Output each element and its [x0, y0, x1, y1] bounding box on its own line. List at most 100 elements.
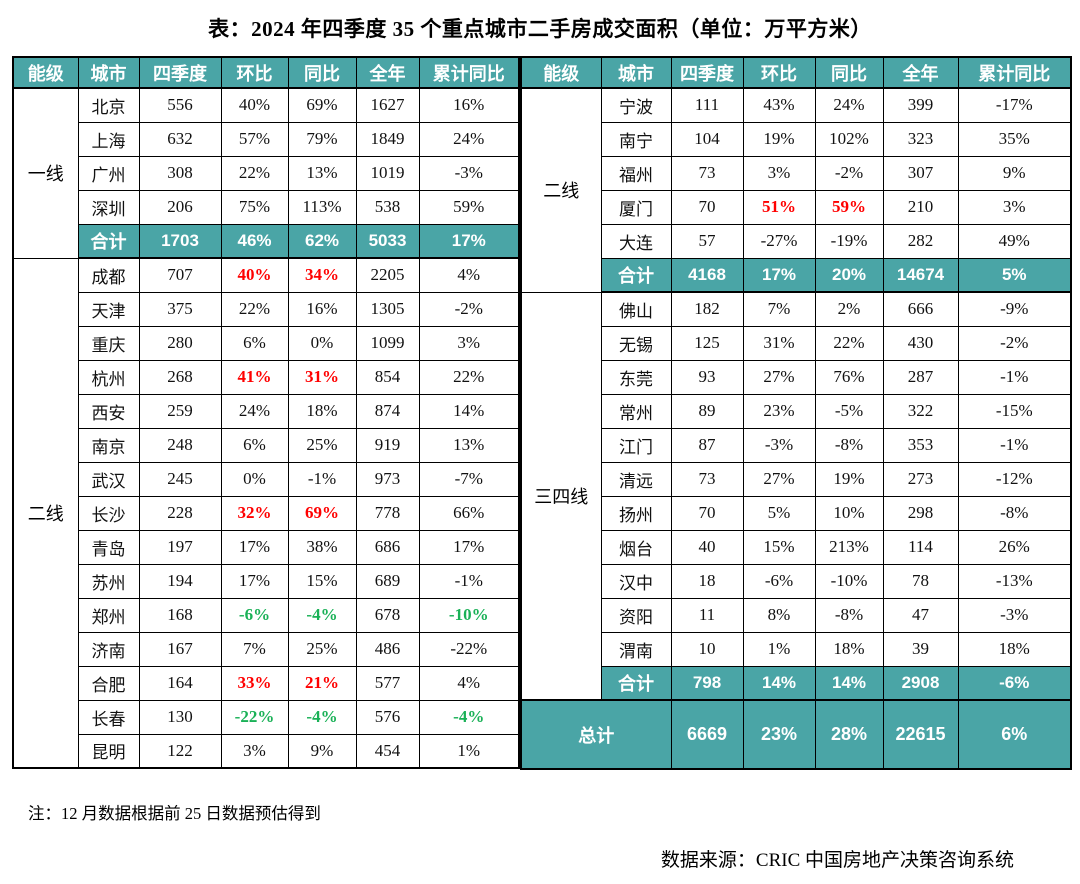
cell-cum: -1% — [957, 427, 1072, 463]
table-row: 重庆 280 6% 0% 1099 3% — [13, 325, 520, 361]
cell-q4: 268 — [138, 359, 222, 395]
city-cell: 大连 — [600, 223, 672, 259]
cell-yoy: 34% — [287, 257, 357, 293]
cell-yoy: 18% — [287, 393, 357, 429]
column-header-0: 能级 — [520, 56, 602, 89]
table-row: 二线 宁波 111 43% 24% 399 -17% — [520, 87, 1072, 293]
cell-yoy: 76% — [814, 359, 884, 395]
column-header-2: 四季度 — [670, 56, 744, 89]
table-row: 江门 87 -3% -8% 353 -1% — [521, 427, 1072, 463]
cell-q4: 164 — [138, 665, 222, 701]
cell-cum: -9% — [957, 291, 1072, 327]
cell-year: 973 — [355, 461, 420, 497]
cell-year: 298 — [882, 495, 959, 531]
city-cell: 武汉 — [77, 461, 140, 497]
city-cell: 扬州 — [600, 495, 672, 531]
cell-cum: 5% — [957, 257, 1072, 293]
cell-cum: -7% — [418, 461, 520, 497]
cell-year: 874 — [355, 393, 420, 429]
cell-qoq: 40% — [220, 257, 289, 293]
column-header-1: 城市 — [600, 56, 672, 89]
city-cell: 杭州 — [77, 359, 140, 395]
table-row: 清远 73 27% 19% 273 -12% — [521, 461, 1072, 497]
header-row: 能级 城市 四季度 环比 同比 全年 累计同比 — [12, 56, 520, 89]
cell-year: 2908 — [882, 665, 959, 701]
cell-q4: 122 — [138, 733, 222, 769]
cell-qoq: 19% — [742, 121, 816, 157]
subtotal-label: 合计 — [600, 257, 672, 293]
cell-yoy: 19% — [814, 461, 884, 497]
column-header-5: 全年 — [882, 56, 959, 89]
cell-cum: 3% — [957, 189, 1072, 225]
city-cell: 渭南 — [600, 631, 672, 667]
cell-qoq: 6% — [220, 325, 289, 361]
cell-year: 287 — [882, 359, 959, 395]
table-row: 上海 632 57% 79% 1849 24% — [13, 121, 520, 157]
cell-yoy: 79% — [287, 121, 357, 157]
cell-yoy: -10% — [814, 563, 884, 599]
cell-qoq: 0% — [220, 461, 289, 497]
left-table-body: 一线 北京 556 40% 69% 1627 16% 上海 632 57% 79% 1849 24% 广州… — [12, 87, 520, 769]
city-cell: 重庆 — [77, 325, 140, 361]
cell-q4: 87 — [670, 427, 744, 463]
cell-qoq: 40% — [220, 87, 289, 123]
table-title: 表：2024 年四季度 35 个重点城市二手房成交面积（单位：万平方米） — [208, 17, 872, 41]
cell-cum: 24% — [418, 121, 520, 157]
subtotal-label: 合计 — [600, 665, 672, 701]
cell-year: 538 — [355, 189, 420, 225]
cell-q4: 11 — [670, 597, 744, 633]
cell-cum: -6% — [957, 665, 1072, 701]
cell-qoq: 57% — [220, 121, 289, 157]
cell-year: 1099 — [355, 325, 420, 361]
column-header-4: 同比 — [814, 56, 884, 89]
city-cell: 佛山 — [600, 291, 672, 327]
city-cell: 昆明 — [77, 733, 140, 769]
cell-qoq: 27% — [742, 359, 816, 395]
city-cell: 江门 — [600, 427, 672, 463]
cell-yoy: -1% — [287, 461, 357, 497]
cell-year: 430 — [882, 325, 959, 361]
cell-cum: -10% — [418, 597, 520, 633]
cell-cum: 4% — [418, 665, 520, 701]
city-cell: 南京 — [77, 427, 140, 463]
cell-year: 689 — [355, 563, 420, 599]
column-header-2: 四季度 — [138, 56, 222, 89]
cell-yoy: 38% — [287, 529, 357, 565]
cell-q4: 168 — [138, 597, 222, 633]
cell-cum: -2% — [418, 291, 520, 327]
cell-qoq: 3% — [220, 733, 289, 769]
city-cell: 宁波 — [600, 87, 672, 123]
cell-qoq: -3% — [742, 427, 816, 463]
cell-qoq: 14% — [742, 665, 816, 701]
table-row: 厦门 70 51% 59% 210 3% — [521, 189, 1072, 225]
column-header-1: 城市 — [77, 56, 140, 89]
table-row: 杭州 268 41% 31% 854 22% — [13, 359, 520, 395]
column-header-3: 环比 — [742, 56, 816, 89]
city-cell: 长春 — [77, 699, 140, 735]
cell-qoq: 22% — [220, 291, 289, 327]
column-header-6: 累计同比 — [957, 56, 1072, 89]
cell-year: 323 — [882, 121, 959, 157]
cell-yoy: 9% — [287, 733, 357, 769]
cell-year: 273 — [882, 461, 959, 497]
cell-yoy: 31% — [287, 359, 357, 395]
cell-q4: 228 — [138, 495, 222, 531]
city-cell: 苏州 — [77, 563, 140, 599]
cell-yoy: -4% — [287, 699, 357, 735]
cell-yoy: 16% — [287, 291, 357, 327]
city-cell: 广州 — [77, 155, 140, 191]
right-table: 能级 城市 四季度 环比 同比 全年 累计同比 二线 宁波 111 43% 24% 399 -17% 南宁… — [520, 56, 1072, 770]
grand-total-label: 总计 — [520, 699, 672, 770]
cell-yoy: -8% — [814, 597, 884, 633]
cell-year: 5033 — [355, 223, 420, 259]
cell-year: 47 — [882, 597, 959, 633]
cell-year: 778 — [355, 495, 420, 531]
cell-yoy: 113% — [287, 189, 357, 225]
table-row: 烟台 40 15% 213% 114 26% — [521, 529, 1072, 565]
cell-qoq: 3% — [742, 155, 816, 191]
cell-yoy: 22% — [814, 325, 884, 361]
city-cell: 长沙 — [77, 495, 140, 531]
cell-yoy: 59% — [814, 189, 884, 225]
city-cell: 厦门 — [600, 189, 672, 225]
cell-cum: -17% — [957, 87, 1072, 123]
